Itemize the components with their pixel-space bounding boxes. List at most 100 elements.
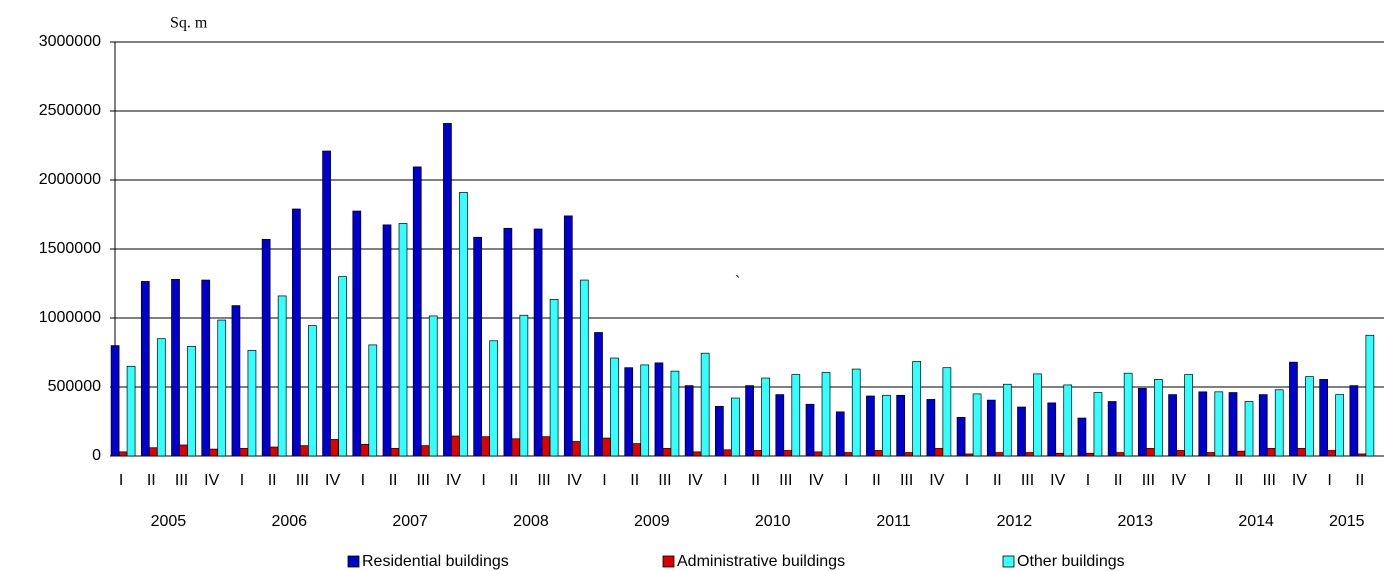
bar	[1349, 385, 1359, 457]
bar	[731, 397, 740, 457]
bar	[1258, 394, 1268, 457]
bar	[1266, 448, 1276, 457]
bar	[277, 295, 287, 457]
bar	[1214, 391, 1224, 457]
bar	[956, 417, 966, 457]
bar	[1357, 453, 1367, 457]
bar	[594, 332, 603, 457]
bar	[1305, 376, 1314, 457]
bar	[843, 452, 853, 457]
bar	[1198, 391, 1208, 457]
bar	[217, 319, 227, 457]
bar	[926, 399, 936, 457]
x-tick-label: I	[1086, 472, 1090, 489]
bar	[1154, 379, 1163, 457]
bar	[239, 448, 249, 457]
y-tick-label: 500000	[48, 378, 101, 395]
bar	[821, 372, 831, 457]
bar	[904, 452, 914, 457]
bar	[1319, 379, 1329, 457]
legend-label: Residential buildings	[362, 553, 509, 570]
x-tick-label: II	[509, 472, 518, 489]
bar	[489, 340, 499, 457]
bar	[171, 279, 180, 457]
year-label: 2006	[271, 513, 307, 530]
bar	[300, 445, 309, 457]
x-tick-label: III	[1263, 472, 1276, 489]
legend-label: Other buildings	[1017, 553, 1125, 570]
bar	[549, 299, 559, 457]
bar	[201, 279, 211, 457]
bar	[179, 444, 188, 457]
bar	[1025, 452, 1034, 457]
bar	[882, 394, 891, 457]
bar	[723, 449, 732, 457]
bar	[1017, 406, 1026, 457]
bar	[813, 451, 823, 457]
y-tick-label: 2000000	[39, 171, 101, 188]
x-tick-label: I	[481, 472, 485, 489]
x-tick-label: II	[751, 472, 760, 489]
x-tick-label: III	[1142, 472, 1155, 489]
year-label: 2007	[392, 513, 428, 530]
bar	[692, 451, 702, 457]
bar	[459, 192, 468, 457]
x-tick-label: III	[175, 472, 188, 489]
bar	[1055, 452, 1065, 457]
bar	[338, 276, 347, 457]
bar	[330, 439, 339, 457]
bar	[912, 361, 922, 457]
x-tick-label: I	[723, 472, 727, 489]
bar	[866, 395, 875, 457]
x-tick-label: III	[1021, 472, 1034, 489]
bar	[761, 377, 770, 457]
bar	[261, 238, 271, 457]
x-tick-label: III	[537, 472, 550, 489]
x-tick-label: II	[268, 472, 277, 489]
bar	[753, 450, 762, 457]
bar	[390, 448, 400, 457]
x-tick-label: III	[779, 472, 792, 489]
bar	[934, 448, 944, 457]
bar	[1146, 448, 1155, 457]
x-tick-label: III	[658, 472, 671, 489]
legend-swatch	[347, 555, 360, 568]
x-tick-label: II	[872, 472, 881, 489]
bar	[835, 411, 845, 457]
bar	[451, 435, 460, 457]
bar	[896, 394, 906, 457]
bar	[775, 394, 785, 457]
x-tick-label: IV	[688, 472, 703, 489]
bar	[126, 365, 136, 457]
bar	[986, 399, 996, 457]
bar	[110, 345, 120, 457]
legend-label: Administrative buildings	[677, 553, 845, 570]
bar	[1047, 402, 1057, 457]
bar	[632, 443, 642, 457]
y-tick-label: 1000000	[39, 309, 101, 326]
bar	[443, 123, 452, 457]
bar	[533, 228, 543, 457]
bar	[1297, 448, 1306, 457]
bar	[579, 279, 589, 457]
bar	[1289, 361, 1298, 457]
year-label: 2011	[876, 513, 911, 530]
bar	[1274, 389, 1284, 457]
x-tick-label: II	[1235, 472, 1244, 489]
bar	[1115, 452, 1125, 457]
x-tick-label: II	[1114, 472, 1123, 489]
bar	[247, 350, 257, 457]
bar	[368, 344, 378, 457]
bar	[1033, 373, 1042, 457]
x-tick-label: IV	[929, 472, 944, 489]
y-tick-label: 0	[92, 447, 101, 464]
bar	[1327, 450, 1337, 457]
bar	[805, 403, 815, 457]
x-tick-label: I	[965, 472, 969, 489]
bar	[322, 150, 331, 457]
bar	[1085, 452, 1095, 457]
y-tick-label: 2500000	[39, 102, 101, 119]
y-tick-label: 1500000	[39, 240, 101, 257]
y-tick-label: 3000000	[39, 33, 101, 50]
